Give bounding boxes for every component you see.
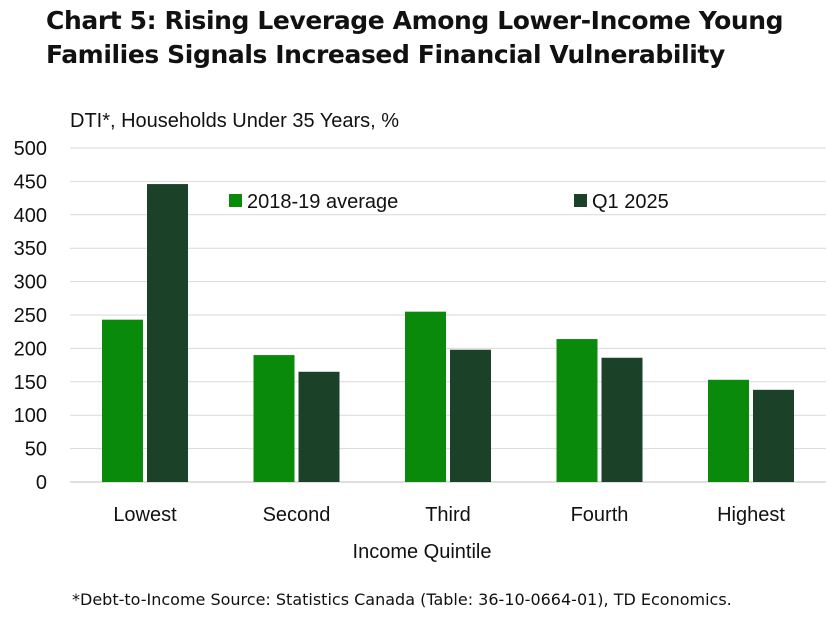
bars (102, 184, 794, 482)
source-note: *Debt-to-Income Source: Statistics Canad… (72, 590, 732, 609)
legend-label-q1-2025: Q1 2025 (592, 191, 669, 213)
y-tick-label: 350 (14, 238, 47, 260)
legend-swatch-q1-2025 (574, 194, 587, 207)
y-tick-label: 500 (14, 138, 47, 160)
x-tick-label: Lowest (113, 504, 177, 526)
y-axis-ticks: 0 50 100 150 200 250 300 350 400 450 500 (14, 138, 47, 494)
x-tick-label: Third (425, 504, 471, 526)
bar-fourth-2018-19-average (556, 339, 598, 482)
y-tick-label: 450 (14, 171, 47, 193)
legend-label-2018-19-average: 2018-19 average (247, 191, 398, 213)
y-tick-label: 300 (14, 272, 47, 294)
y-tick-label: 0 (36, 472, 47, 494)
legend-swatch-2018-19-average (229, 194, 242, 207)
bar-highest-2018-19-average (708, 379, 749, 482)
bar-lowest-q1-2025 (147, 184, 188, 482)
x-axis-ticks: Lowest Second Third Fourth Highest (113, 504, 785, 526)
y-tick-label: 150 (14, 372, 47, 394)
bar-second-q1-2025 (298, 371, 340, 482)
x-tick-label: Second (263, 504, 331, 526)
y-tick-label: 100 (14, 405, 47, 427)
y-axis-label: DTI*, Households Under 35 Years, % (70, 110, 400, 132)
x-axis-title: Income Quintile (353, 541, 492, 563)
bar-second-2018-19-average (253, 355, 295, 482)
y-tick-label: 50 (25, 439, 47, 461)
bar-highest-q1-2025 (753, 389, 794, 482)
bar-fourth-q1-2025 (601, 357, 643, 482)
bar-lowest-2018-19-average (102, 319, 143, 482)
y-tick-label: 250 (14, 305, 47, 327)
x-tick-label: Fourth (571, 504, 629, 526)
legend: 2018-19 average Q1 2025 (229, 191, 669, 213)
bar-third-2018-19-average (405, 311, 446, 482)
y-tick-label: 200 (14, 338, 47, 360)
bar-third-q1-2025 (450, 349, 491, 482)
gridlines (70, 147, 826, 483)
chart-title: Chart 5: Rising Leverage Among Lower-Inc… (46, 6, 784, 69)
y-tick-label: 400 (14, 205, 47, 227)
x-tick-label: Highest (717, 504, 785, 526)
